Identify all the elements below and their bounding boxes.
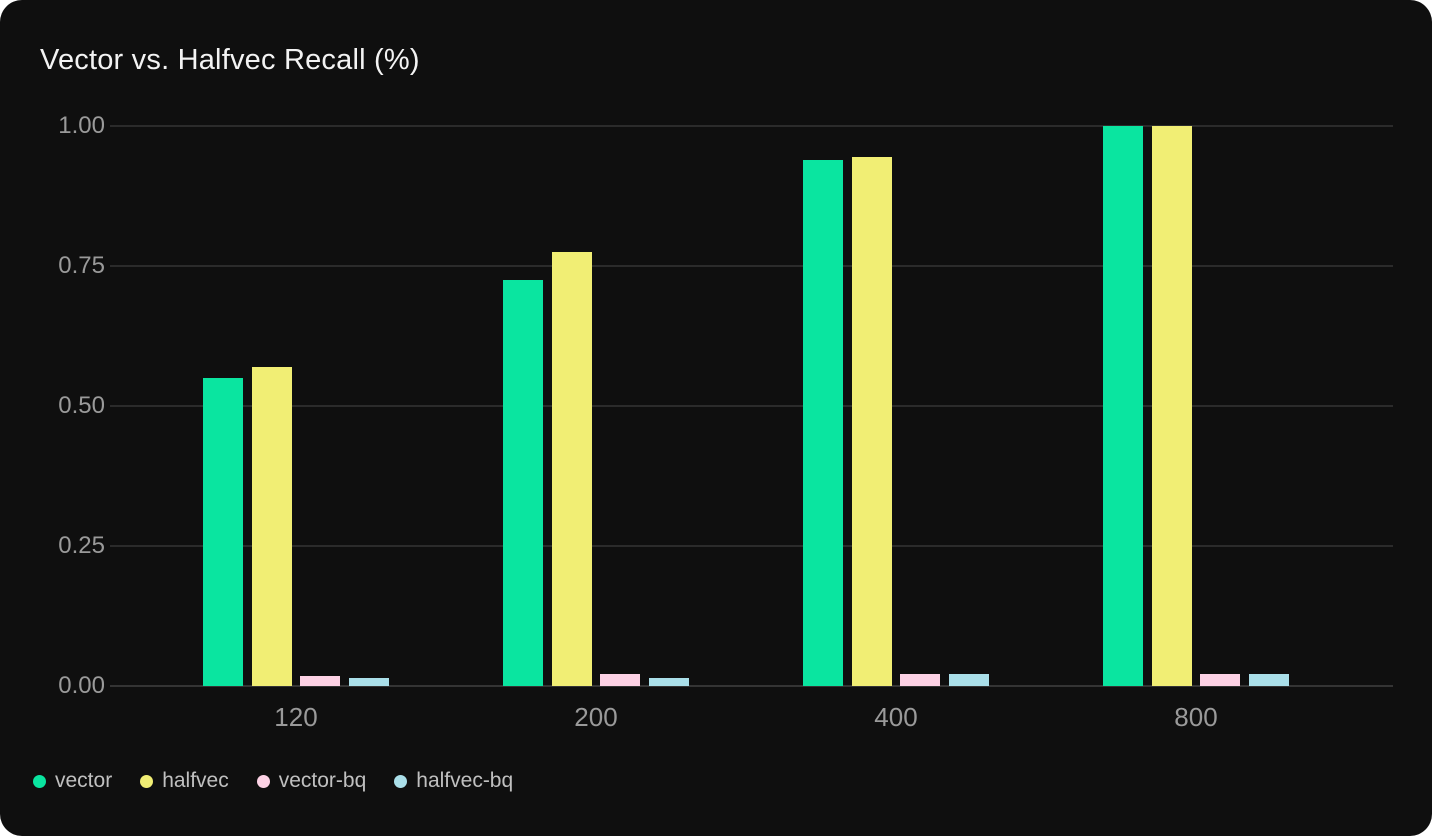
bar-halfvec-800: [1151, 126, 1192, 686]
legend: vector halfvec vector-bq halfvec-bq: [33, 769, 513, 793]
bar-halfvec-bq-120: [348, 677, 389, 686]
bar-vector-400: [803, 159, 844, 686]
legend-label: halfvec: [162, 769, 229, 792]
legend-item-vector[interactable]: vector: [33, 769, 112, 793]
gridline: [110, 685, 1393, 687]
y-axis-tick-label: 1.00: [58, 112, 105, 139]
x-axis-tick-label: 120: [274, 702, 318, 732]
bar-vector-bq-800: [1200, 674, 1241, 686]
legend-label: vector: [55, 769, 113, 792]
bar-vector-120: [203, 378, 244, 686]
bar-vector-200: [503, 280, 544, 686]
bar-halfvec-120: [251, 366, 292, 686]
y-axis-tick-label: 0.75: [58, 252, 105, 279]
bar-halfvec-bq-400: [948, 674, 989, 686]
y-axis-tick-label: 0.25: [58, 532, 105, 559]
legend-item-halfvec[interactable]: halfvec: [140, 769, 229, 793]
legend-label: vector-bq: [278, 769, 367, 792]
chart-title: Vector vs. Halfvec Recall (%): [40, 44, 420, 76]
bar-halfvec-bq-800: [1248, 674, 1289, 686]
bar-vector-bq-120: [300, 676, 341, 686]
legend-dot-icon: [33, 774, 46, 788]
y-axis-tick-label: 0.50: [58, 392, 105, 419]
legend-item-halfvec-bq[interactable]: halfvec-bq: [394, 769, 513, 793]
x-axis-tick-label: 400: [874, 702, 918, 732]
legend-label: halfvec-bq: [416, 769, 514, 792]
legend-dot-icon: [140, 774, 154, 788]
gridline: [110, 545, 1393, 547]
gridline: [110, 125, 1393, 127]
bar-halfvec-bq-200: [648, 677, 689, 686]
bar-vector-800: [1103, 126, 1144, 686]
x-axis-tick-label: 200: [574, 702, 618, 732]
y-axis-tick-label: 0.00: [58, 672, 105, 699]
x-axis-tick-label: 800: [1174, 702, 1218, 732]
bar-vector-bq-400: [900, 674, 941, 686]
gridline: [110, 265, 1393, 267]
legend-item-vector-bq[interactable]: vector-bq: [256, 769, 367, 793]
legend-dot-icon: [394, 774, 408, 788]
bar-halfvec-200: [551, 252, 592, 686]
bar-vector-bq-200: [600, 673, 641, 686]
gridline: [110, 405, 1393, 407]
legend-dot-icon: [256, 774, 270, 788]
bar-halfvec-400: [851, 156, 892, 686]
